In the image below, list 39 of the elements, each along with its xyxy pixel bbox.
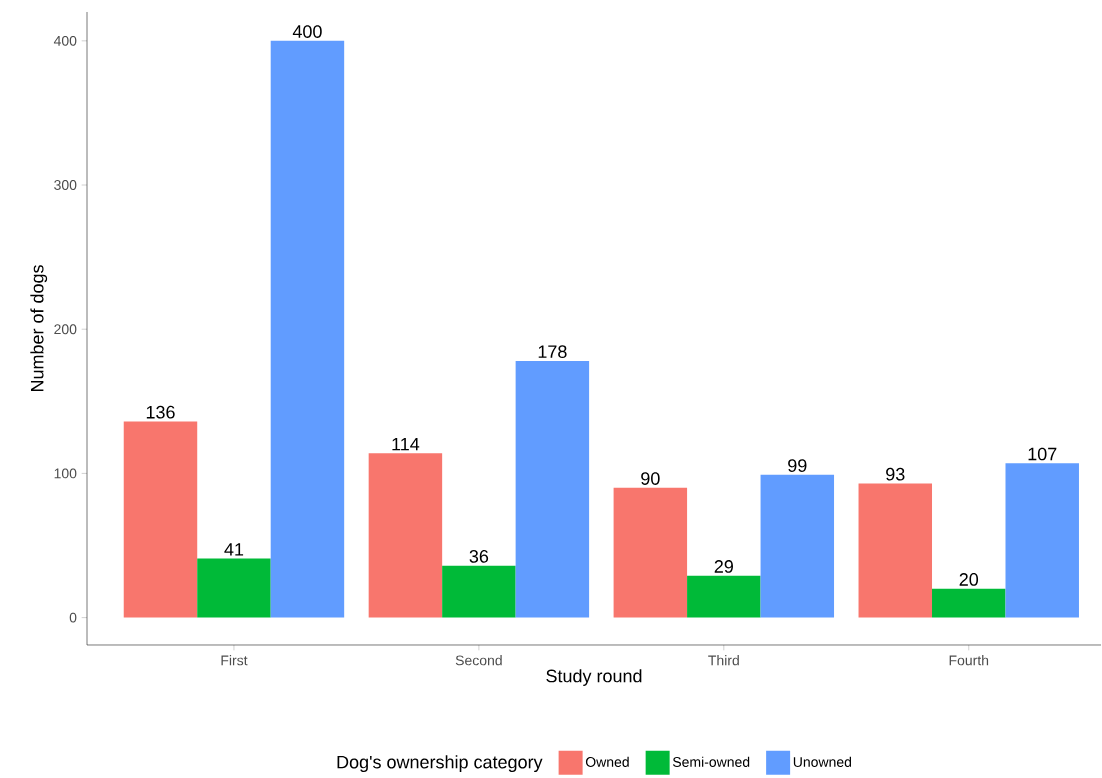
y-axis-title: Number of dogs: [30, 265, 48, 392]
legend-label: Unowned: [793, 756, 852, 767]
legend-label: Owned: [585, 756, 629, 767]
y-tick-label: 0: [69, 612, 77, 623]
data-label: 93: [886, 467, 905, 481]
data-label: 99: [788, 459, 807, 472]
y-tick-label: 100: [54, 468, 77, 479]
bar: [1005, 463, 1079, 618]
data-label: 114: [392, 437, 420, 451]
bar: [932, 588, 1006, 618]
y-tick-label: 300: [54, 180, 77, 190]
x-tick-label: Third: [708, 655, 739, 666]
data-label: 29: [714, 560, 733, 573]
bar: [515, 360, 590, 618]
bar: [687, 575, 761, 618]
bar: [197, 558, 271, 618]
x-tick-label: First: [221, 655, 248, 666]
data-label: 36: [469, 550, 489, 563]
y-tick-label: 200: [54, 324, 77, 335]
bar: [270, 40, 345, 618]
bar: [123, 421, 198, 618]
data-label: 41: [224, 543, 244, 556]
data-label: 20: [959, 573, 979, 586]
data-label: 400: [292, 25, 322, 38]
bar: [442, 565, 516, 618]
bar: [858, 483, 933, 618]
bar: [760, 474, 835, 618]
bar: [613, 487, 688, 618]
data-label: 107: [1028, 447, 1057, 461]
bar: [368, 453, 443, 618]
x-axis-title: Study round: [546, 669, 642, 686]
data-label: 178: [538, 345, 567, 358]
x-tick-label: Fourth: [949, 655, 989, 666]
data-label: 90: [641, 472, 660, 485]
x-tick-label: Second: [455, 655, 502, 666]
legend-title: Dog's ownership category: [337, 755, 543, 773]
legend-label: Semi-owned: [672, 756, 750, 767]
y-tick-label: 400: [53, 35, 77, 46]
data-label: 136: [146, 405, 175, 419]
